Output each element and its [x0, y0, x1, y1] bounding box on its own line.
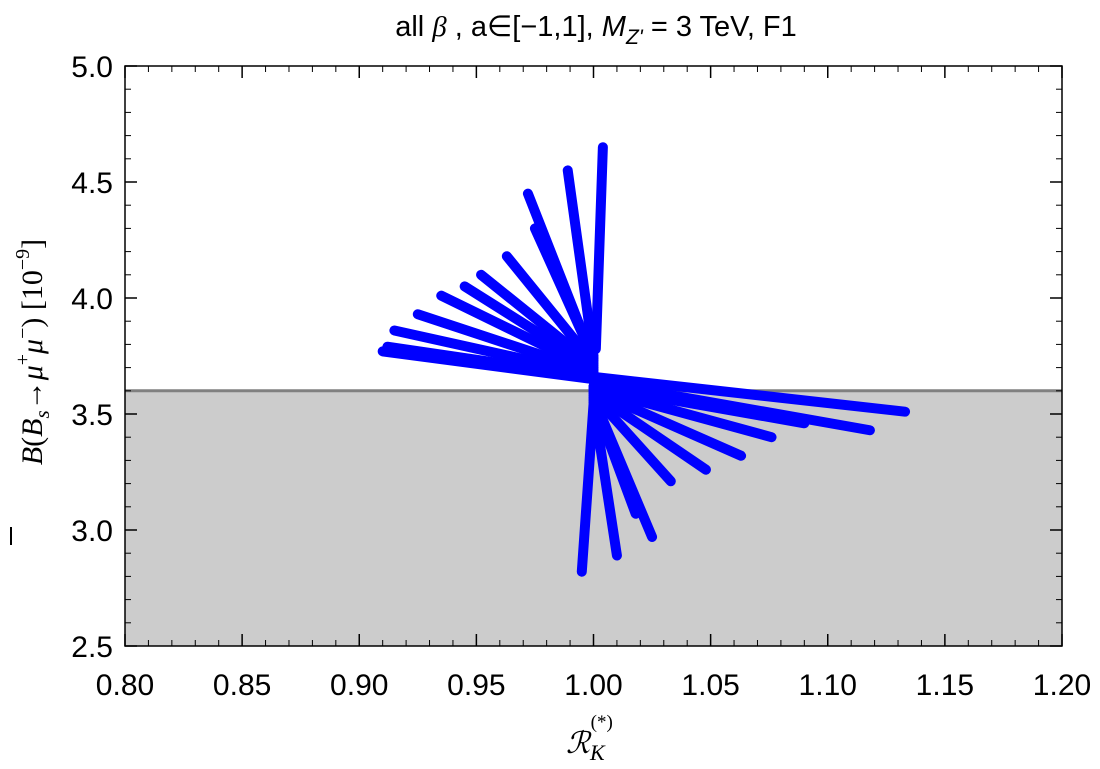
- series-line-22: [588, 397, 622, 561]
- y-tick-label-3: 4.0: [71, 283, 113, 316]
- series-line-10: [529, 223, 599, 364]
- series-line-15: [588, 381, 810, 429]
- series-line-3: [389, 325, 599, 380]
- series-line-11: [562, 165, 599, 361]
- series-line-8: [501, 251, 599, 368]
- series-line-16: [588, 383, 777, 443]
- x-tick-label-5: 1.05: [681, 669, 739, 702]
- y-tick-label-0: 2.5: [71, 631, 113, 664]
- y-tick-label-5: 5.0: [71, 51, 113, 84]
- series-line-23: [576, 399, 599, 577]
- series-line-13: [588, 371, 911, 417]
- x-axis-title: ℛK(*): [566, 712, 613, 765]
- x-tick-label-2: 0.90: [330, 669, 388, 702]
- x-tick-label-8: 1.20: [1033, 669, 1091, 702]
- x-tick-label-7: 1.15: [916, 669, 974, 702]
- plot-area: 0.80 0.85 0.90 0.95 1.00 1.05 1.10 1.15 1.20 2.5 3…: [71, 51, 1091, 702]
- y-tick-label-1: 3.0: [71, 515, 113, 548]
- series-line-5: [436, 290, 599, 375]
- series-line-7: [476, 269, 599, 371]
- series-line-19: [588, 390, 676, 487]
- chart-title: all β , a∈[−1,1], MZ' = 3 TeV, F1: [395, 11, 797, 49]
- x-tick-label-1: 0.85: [213, 669, 271, 702]
- series-line-18: [588, 388, 711, 475]
- series-line-4: [412, 309, 599, 378]
- y-axis-title: B(Bs→μ+μ−) [10−9]: [12, 239, 54, 465]
- x-tick-label-4: 1.00: [564, 669, 622, 702]
- series-line-17: [588, 385, 747, 461]
- x-tick-label-0: 0.80: [96, 669, 154, 702]
- series-line-12: [590, 142, 608, 355]
- x-tick-label-6: 1.10: [799, 669, 857, 702]
- y-tick-label-2: 3.5: [71, 399, 113, 432]
- x-tick-label-3: 0.95: [447, 669, 505, 702]
- y-tick-label-4: 4.5: [71, 167, 113, 200]
